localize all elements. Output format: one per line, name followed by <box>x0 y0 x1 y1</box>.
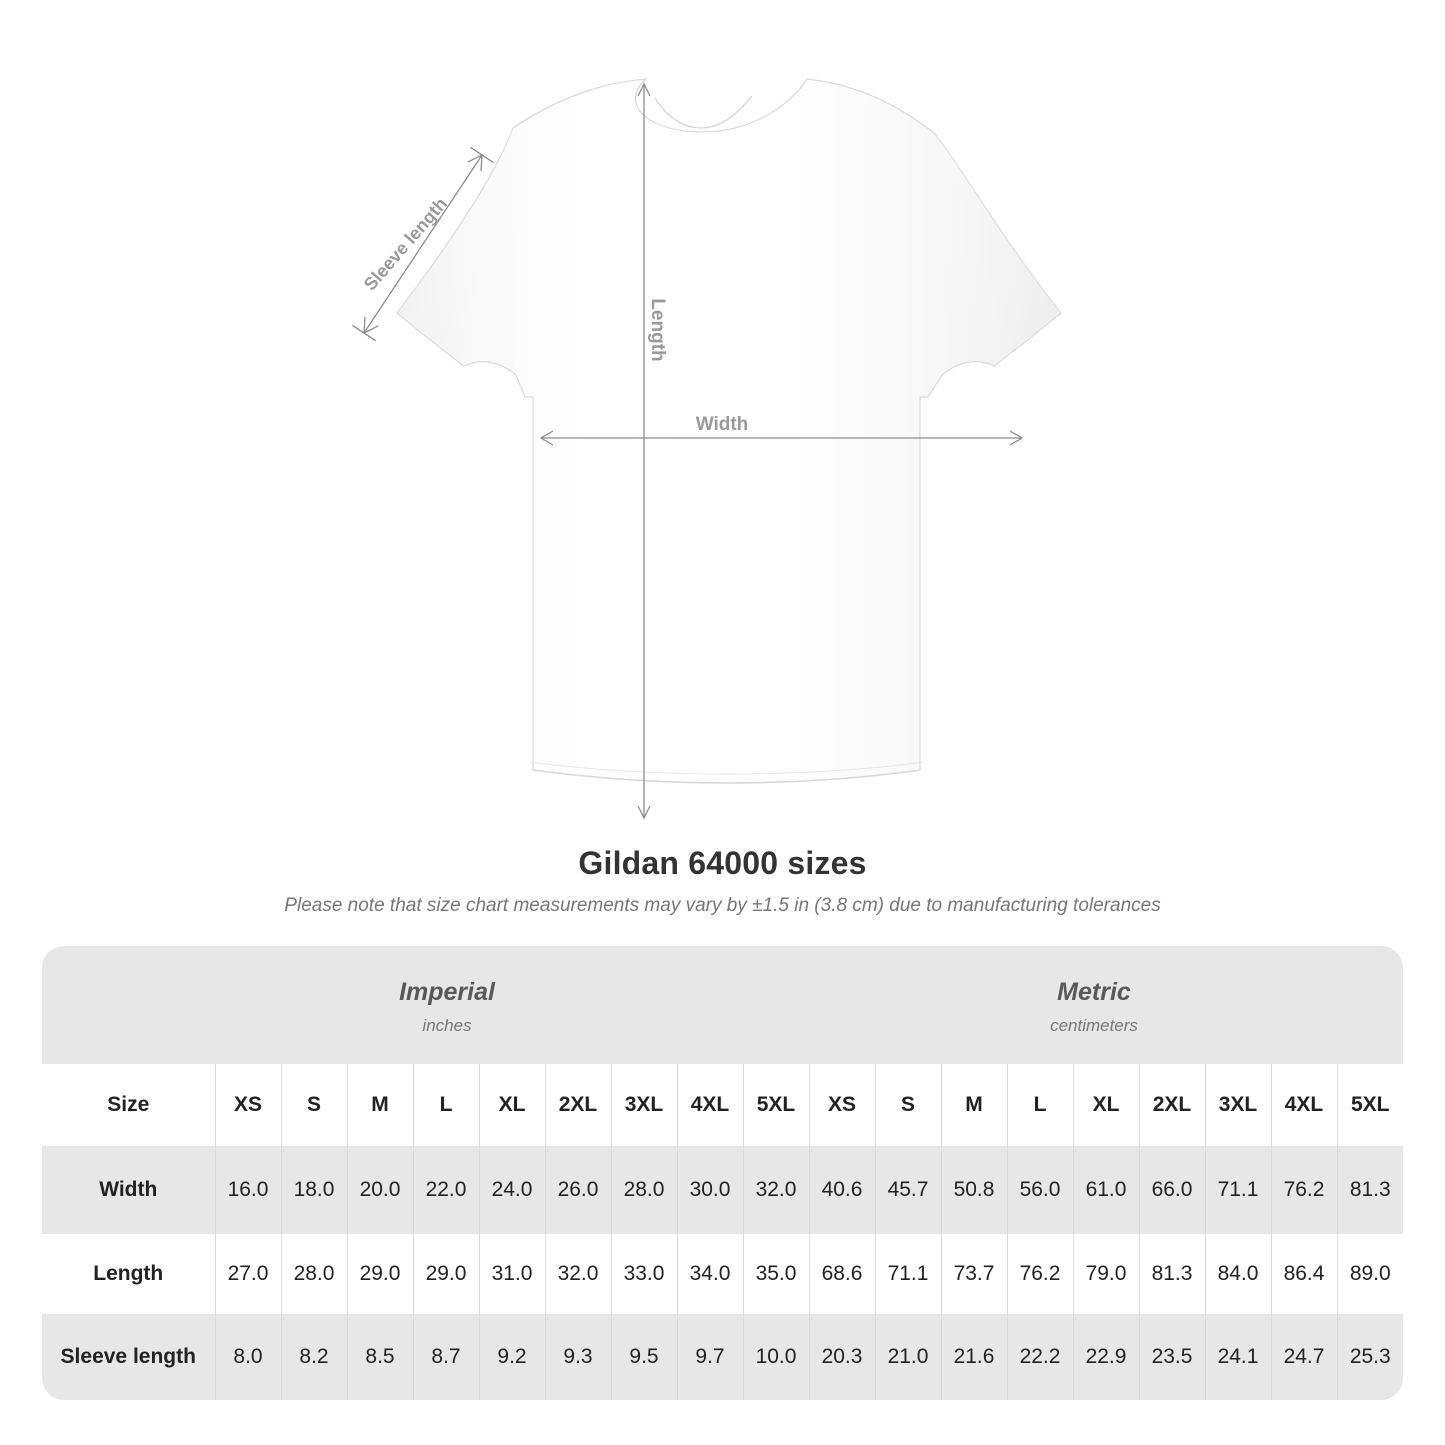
svg-text:Width: Width <box>696 414 749 435</box>
svg-text:Length: Length <box>647 298 668 361</box>
